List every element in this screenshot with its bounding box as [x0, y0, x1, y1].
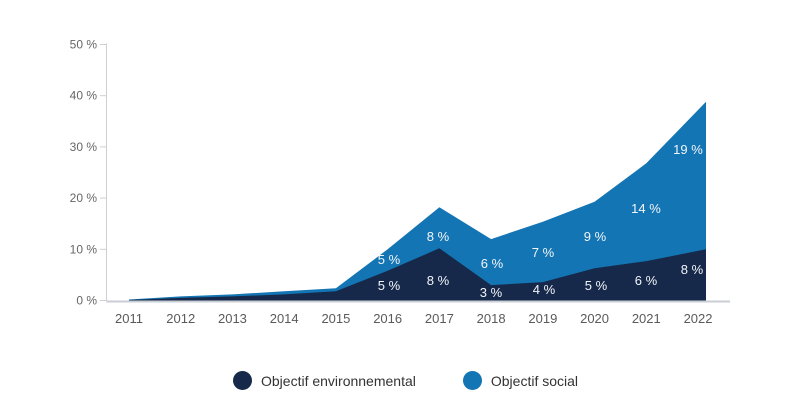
legend-label-social: Objectif social [490, 372, 579, 389]
y-axis-tick-label: 50 % [70, 38, 98, 52]
value-label-social-2020: 9 % [584, 229, 607, 244]
value-label-environnemental-2021: 6 % [635, 273, 658, 288]
year-label: 2012 [166, 311, 195, 326]
legend: Objectif environnemental Objectif social [233, 371, 578, 390]
value-label-social-2016: 5 % [378, 252, 401, 267]
value-label-environnemental-2017: 8 % [427, 273, 450, 288]
value-label-social-2017: 8 % [427, 229, 450, 244]
legend-label-environnemental: Objectif environnemental [261, 372, 416, 389]
value-label-environnemental-2022: 8 % [681, 262, 704, 277]
legend-swatch-environnemental-icon [233, 371, 252, 390]
y-axis-tick-label: 30 % [70, 140, 98, 154]
value-label-social-2019: 7 % [532, 245, 555, 260]
value-label-environnemental-2019: 4 % [533, 282, 556, 297]
year-label: 2022 [684, 311, 713, 326]
year-label: 2014 [270, 311, 299, 326]
legend-swatch-social-icon [462, 371, 482, 390]
value-label-environnemental-2020: 5 % [585, 278, 608, 293]
year-label: 2020 [580, 311, 609, 326]
year-label: 2021 [632, 311, 661, 326]
legend-item-environnemental: Objectif environnemental [233, 371, 416, 390]
year-label: 2019 [528, 311, 557, 326]
value-label-environnemental-2016: 5 % [378, 278, 401, 293]
year-label: 2018 [477, 311, 506, 326]
legend-item-social: Objectif social [462, 371, 579, 390]
y-axis-tick-label: 40 % [70, 89, 98, 103]
y-axis-tick-label: 10 % [70, 242, 98, 256]
social-area [129, 101, 706, 301]
year-label: 2015 [321, 311, 350, 326]
value-label-social-2018: 6 % [481, 256, 504, 271]
year-label: 2013 [218, 311, 247, 326]
y-axis-tick-label: 20 % [70, 191, 98, 205]
year-label: 2011 [115, 311, 143, 326]
value-label-social-2022: 19 % [673, 142, 703, 157]
y-axis-tick-label: 0 % [76, 294, 97, 308]
value-label-social-2021: 14 % [631, 201, 661, 216]
year-label: 2017 [425, 311, 454, 326]
environnemental-area [129, 248, 706, 301]
year-label: 2016 [373, 311, 402, 326]
value-label-environnemental-2018: 3 % [480, 285, 503, 300]
